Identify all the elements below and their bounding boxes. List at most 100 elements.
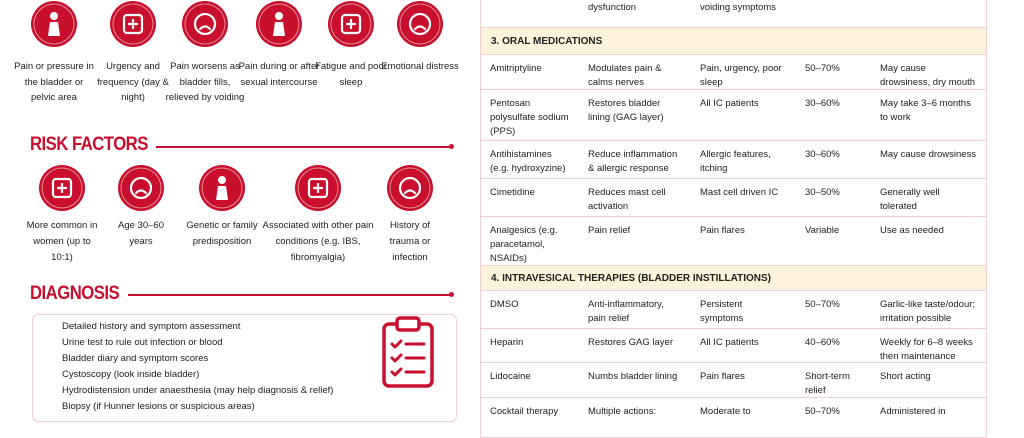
risk-label: Age 30–60 years <box>118 220 164 247</box>
section-title: 3. ORAL MEDICATIONS <box>491 35 603 47</box>
icon <box>31 1 77 47</box>
heading-dot <box>449 144 454 149</box>
icon-circle <box>182 1 228 47</box>
page: RISK FACTORS DIAGNOSIS physiotherapy trig… <box>14 0 987 438</box>
icon <box>328 1 374 47</box>
icon <box>387 165 433 211</box>
treatment-table: physiotherapy trigger points & dysfunctio… <box>480 0 987 438</box>
table-cell: Modulates pain & calms nerves <box>588 63 662 88</box>
icon-circle <box>387 165 433 211</box>
icon <box>256 1 302 47</box>
symptom-label: Fatigue and poor sleep <box>315 61 387 88</box>
table-cell: Restores GAG layer <box>588 337 673 348</box>
table-cell: Mast cell driven IC <box>700 187 779 198</box>
table-row: physiotherapy trigger points & dysfunctio… <box>481 0 986 28</box>
symptom-label: Pain or pressure in the bladder or pelvi… <box>14 61 94 103</box>
heading-rule <box>156 146 450 148</box>
symptom-label: Urgency and frequency (day & night) <box>97 61 169 103</box>
icon <box>397 1 443 47</box>
icon-ring <box>201 167 243 209</box>
icon <box>295 165 341 211</box>
table-cell: May cause drowsiness, dry mouth <box>880 63 976 88</box>
heading-rule <box>128 294 450 296</box>
table-cell: Cocktail therapy <box>490 406 559 417</box>
icon-ring <box>258 3 300 45</box>
glyph <box>408 12 432 36</box>
table-cell: 50–70% <box>805 299 840 310</box>
table-cell: Generally well tolerated <box>880 187 940 212</box>
icon <box>199 165 245 211</box>
table-cell: May take 3–6 months to work <box>880 98 971 123</box>
glyph <box>129 176 153 200</box>
icon-ring <box>184 3 226 45</box>
table-cell: trigger points & dysfunction <box>588 2 637 13</box>
icon <box>182 1 228 47</box>
table-row: Cimetidine Reduces mast cell activation Ma… <box>481 179 986 217</box>
section-title: 4. INTRAVESICAL THERAPIES (BLADDER INSTI… <box>491 272 772 284</box>
glyph <box>398 176 422 200</box>
glyph <box>134 189 148 195</box>
diagnosis-item: Bladder diary and symptom scores <box>62 353 209 364</box>
table-cell: 30–60% <box>805 98 840 109</box>
glyph <box>307 177 329 199</box>
table-cell: Lidocaine <box>490 371 531 382</box>
icon-layer <box>31 1 443 414</box>
diagnosis-heading: DIAGNOSIS <box>30 283 120 304</box>
icon-ring <box>112 3 154 45</box>
glyph <box>413 25 427 31</box>
table-row: Cocktail therapy Multiple actions: Moderat… <box>481 398 986 438</box>
table-cell: Variable <box>805 225 840 236</box>
table-cell: Pain, urgency, poor sleep <box>700 63 782 88</box>
icon-ring <box>330 3 372 45</box>
icon <box>39 165 85 211</box>
diagnosis-item: Cystoscopy (look inside bladder) <box>62 369 200 380</box>
table-cell: pain with sex, voiding symptoms <box>700 2 777 13</box>
table-cell: 30–50% <box>805 187 840 198</box>
glyph <box>218 176 226 184</box>
glyph <box>122 13 144 35</box>
glyph <box>273 22 285 36</box>
diagnosis-item: Detailed history and symptom assessment <box>62 321 241 332</box>
table-cell: Administered in <box>880 406 946 417</box>
glyph <box>312 182 324 194</box>
icon-ring <box>297 167 339 209</box>
diagnosis-item: Hydrodistension under anaesthesia (may h… <box>62 385 334 396</box>
table-cell: floor therapist <box>871 0 986 27</box>
risk-label: More common in women (up to 10:1) <box>26 220 98 263</box>
table-cell: Amitriptyline <box>490 63 542 74</box>
clipboard-icon <box>382 316 434 388</box>
table-cell: Pain flares <box>700 225 745 236</box>
glyph <box>275 12 283 20</box>
icon-ring <box>33 3 75 45</box>
risk-label: Associated with other pain conditions (e… <box>262 220 374 263</box>
table-cell: Reduce inflammation & allergic response <box>588 149 678 174</box>
table-cell: All IC patients <box>700 337 759 348</box>
table-cell: Pain relief <box>588 225 631 236</box>
glyph <box>403 189 417 195</box>
icon-ring <box>41 167 83 209</box>
diagnosis-item: Biopsy (if Hunner lesions or suspicious … <box>62 401 255 412</box>
icon <box>118 165 164 211</box>
heading-dot <box>449 292 454 297</box>
glyph <box>127 18 139 30</box>
table-cell: Allergic features, itching <box>700 149 771 174</box>
diagnosis-box <box>32 314 457 422</box>
icon-circle <box>397 1 443 47</box>
icon-circle <box>118 165 164 211</box>
risk-heading: RISK FACTORS <box>30 134 148 155</box>
glyph <box>51 177 73 199</box>
table-cell: Garlic-like taste/odour; irritation poss… <box>880 299 976 324</box>
table-cell: Analgesics (e.g. paracetamol, NSAIDs) <box>490 225 558 264</box>
table-cell: 40–60% <box>805 337 840 348</box>
table-cell: Reduces mast cell activation <box>588 187 666 212</box>
table-row: DMSO Anti-inflammatory, pain relief Persis… <box>481 291 986 329</box>
glyph <box>48 22 60 36</box>
table-row: Pentosan polysulfate sodium (PPS) Restore… <box>481 90 986 141</box>
risk-label: History of trauma or infection <box>389 220 431 263</box>
table-cell: Weekly for 6–8 weeks then maintenance <box>880 337 973 362</box>
symptom-label: Pain during or after sexual intercourse <box>238 61 320 88</box>
section-row: 4. INTRAVESICAL THERAPIES (BLADDER INSTI… <box>481 266 986 291</box>
glyph <box>56 182 68 194</box>
table-cell: 50–70% <box>805 406 840 417</box>
table-cell: Restores bladder lining (GAG layer) <box>588 98 664 123</box>
